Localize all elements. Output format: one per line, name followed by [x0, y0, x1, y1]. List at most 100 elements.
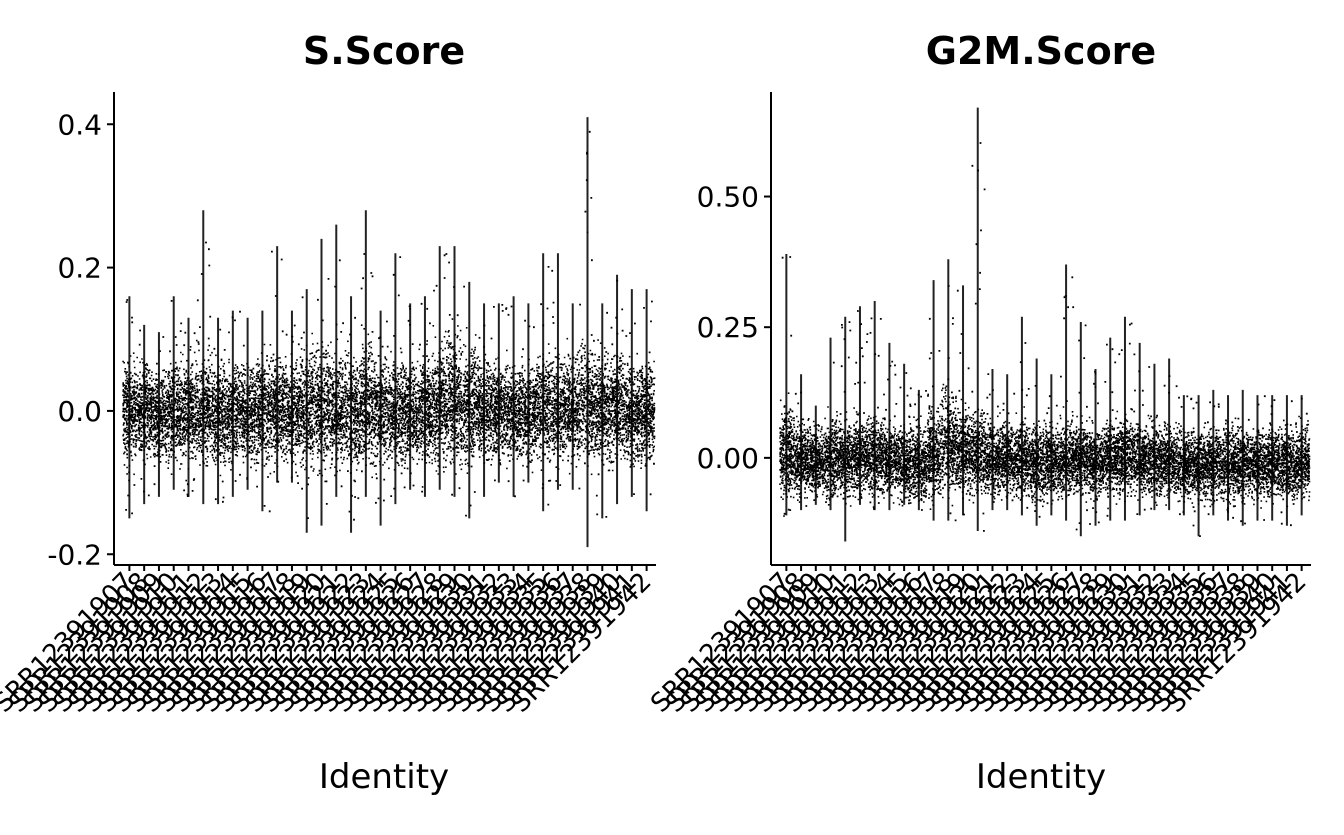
- category-points: [535, 253, 552, 512]
- cell-points: [779, 107, 1311, 542]
- category-points: [955, 285, 972, 516]
- panel-title: S.Score: [303, 29, 465, 73]
- category-points: [388, 253, 405, 505]
- y-tick-label: 0.0: [57, 395, 102, 428]
- point-cloud: [388, 256, 405, 497]
- point-cloud: [225, 310, 242, 482]
- point-cloud: [882, 360, 899, 504]
- category-points: [970, 107, 987, 532]
- point-cloud: [151, 336, 168, 486]
- category-points: [838, 316, 854, 542]
- point-cloud: [210, 328, 227, 503]
- y-tick-label: 0.00: [697, 442, 759, 475]
- category-points: [314, 238, 331, 526]
- category-points: [196, 210, 213, 505]
- category-points: [181, 317, 198, 497]
- point-cloud: [314, 278, 331, 505]
- point-cloud: [166, 300, 183, 475]
- category-points: [1279, 395, 1296, 527]
- category-points: [639, 289, 656, 512]
- point-cloud: [793, 391, 810, 507]
- category-points: [122, 296, 139, 519]
- category-points: [1235, 389, 1252, 526]
- category-points: [985, 369, 1002, 511]
- point-cloud: [1162, 375, 1178, 506]
- x-tick-labels: SRR12391907SRR12391908SRR12391909SRR1239…: [0, 565, 658, 719]
- point-cloud: [595, 311, 611, 518]
- category-points: [476, 303, 493, 497]
- point-cloud: [970, 142, 987, 532]
- category-points: [1294, 395, 1311, 516]
- category-points: [269, 246, 286, 483]
- point-cloud: [639, 300, 656, 496]
- point-cloud: [1014, 342, 1031, 509]
- category-points: [580, 117, 597, 548]
- point-cloud: [506, 305, 523, 498]
- point-cloud: [779, 256, 796, 517]
- point-cloud: [417, 302, 434, 493]
- point-cloud: [432, 253, 449, 475]
- category-points: [329, 224, 345, 497]
- y-tick-label: 0.4: [57, 108, 102, 141]
- point-cloud: [1117, 322, 1134, 503]
- category-points: [166, 296, 183, 490]
- category-points: [447, 246, 464, 497]
- category-points: [1058, 264, 1075, 521]
- category-points: [882, 342, 899, 511]
- category-points: [808, 405, 825, 505]
- point-cloud: [462, 285, 479, 517]
- point-cloud: [852, 310, 869, 501]
- category-points: [911, 389, 928, 511]
- point-cloud: [535, 266, 552, 506]
- point-cloud: [550, 269, 567, 486]
- category-points: [1044, 374, 1061, 516]
- category-points: [1162, 358, 1178, 511]
- category-points: [1103, 337, 1120, 521]
- category-points: [1147, 363, 1164, 511]
- category-points: [926, 280, 943, 521]
- category-points: [373, 310, 390, 526]
- category-points: [1176, 395, 1193, 516]
- point-cloud: [1294, 397, 1311, 502]
- category-points: [609, 274, 626, 505]
- y-tick-label: 0.2: [57, 252, 102, 285]
- point-cloud: [1235, 417, 1252, 525]
- category-points: [823, 337, 840, 511]
- y-tick-label: 0.25: [697, 311, 759, 344]
- category-points: [1265, 395, 1281, 521]
- category-points: [1073, 321, 1090, 537]
- category-points: [779, 254, 796, 517]
- point-cloud: [896, 372, 913, 507]
- category-points: [255, 310, 272, 513]
- point-cloud: [823, 361, 840, 506]
- category-points: [521, 303, 538, 483]
- panel-title: G2M.Score: [926, 29, 1156, 73]
- category-points: [417, 296, 434, 497]
- point-cloud: [122, 299, 139, 515]
- category-points: [299, 289, 316, 533]
- point-cloud: [284, 324, 301, 484]
- point-cloud: [955, 289, 972, 516]
- category-points: [793, 374, 810, 511]
- point-cloud: [985, 373, 1002, 503]
- point-cloud: [196, 241, 213, 467]
- category-points: [284, 310, 301, 484]
- point-cloud: [447, 261, 464, 496]
- point-cloud: [240, 344, 257, 480]
- category-points: [1191, 395, 1208, 537]
- x-tick-labels: SRR12391907SRR12391908SRR12391909SRR1239…: [645, 565, 1313, 719]
- category-points: [550, 253, 567, 490]
- point-cloud: [1250, 395, 1267, 521]
- panel-g2m-score: G2M.Score SRR12391907SRR12391908SRR12391…: [645, 29, 1312, 797]
- x-axis-label: Identity: [976, 757, 1106, 797]
- point-cloud: [1058, 276, 1075, 500]
- point-cloud: [1088, 370, 1105, 525]
- category-points: [565, 303, 582, 490]
- point-cloud: [609, 279, 626, 472]
- point-cloud: [269, 250, 286, 483]
- point-cloud: [838, 321, 854, 507]
- category-points: [491, 303, 508, 483]
- point-cloud: [1220, 417, 1237, 519]
